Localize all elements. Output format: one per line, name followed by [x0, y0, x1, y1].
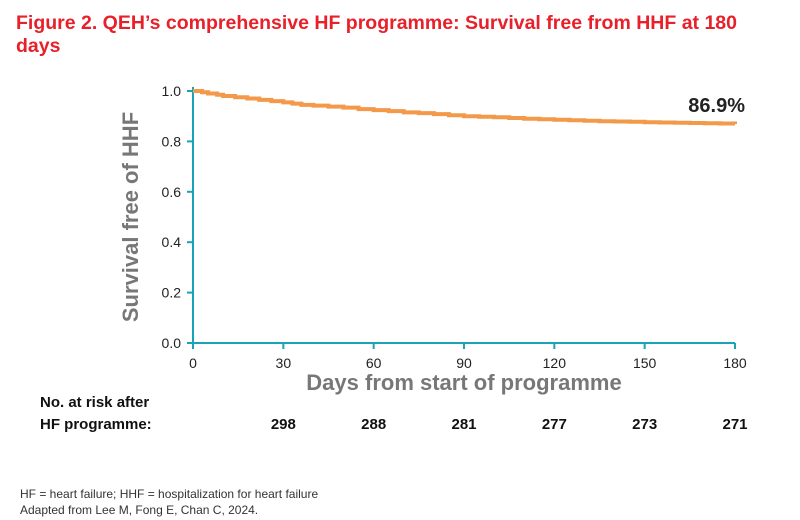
footnote-source: Adapted from Lee M, Fong E, Chan C, 2024…	[20, 503, 259, 517]
x-tick-label: 0	[189, 355, 197, 371]
risk-label-line1: No. at risk after	[40, 394, 150, 411]
risk-value: 281	[451, 416, 477, 433]
x-axis-title: Days from start of programme	[306, 370, 621, 395]
risk-value: 288	[361, 416, 387, 433]
x-tick-label: 150	[633, 355, 657, 371]
final-survival-label: 86.9%	[688, 95, 745, 117]
x-tick-label: 180	[723, 355, 747, 371]
risk-value: 273	[632, 416, 658, 433]
x-tick-label: 90	[456, 355, 472, 371]
x-tick-label: 120	[543, 355, 567, 371]
risk-value: 271	[722, 416, 748, 433]
y-tick-label: 0.8	[162, 133, 182, 149]
y-axis-title: Survival free of HHF	[118, 112, 143, 322]
footnote: HF = heart failure; HHF = hospitalizatio…	[20, 486, 318, 518]
y-tick-label: 0.6	[162, 184, 182, 200]
x-tick-label: 60	[366, 355, 382, 371]
risk-value: 277	[541, 416, 567, 433]
y-tick-label: 0.0	[162, 335, 182, 351]
risk-label-line2: HF programme:	[40, 416, 152, 433]
y-tick-label: 0.4	[162, 234, 182, 250]
footnote-abbreviations: HF = heart failure; HHF = hospitalizatio…	[20, 487, 319, 501]
y-tick-label: 1.0	[162, 83, 182, 99]
y-tick-label: 0.2	[162, 285, 182, 301]
risk-value: 298	[270, 416, 296, 433]
survival-chart: 0.0 0.2 0.4 0.6 0.8 1.0 0 30 60 90 120 150 180 Days f…	[118, 83, 747, 395]
x-tick-label: 30	[276, 355, 292, 371]
risk-table-label: No. at risk after HF programme:	[40, 392, 152, 436]
figure-title: Figure 2. QEH’s comprehensive HF program…	[16, 12, 737, 57]
survival-curve	[193, 89, 737, 126]
